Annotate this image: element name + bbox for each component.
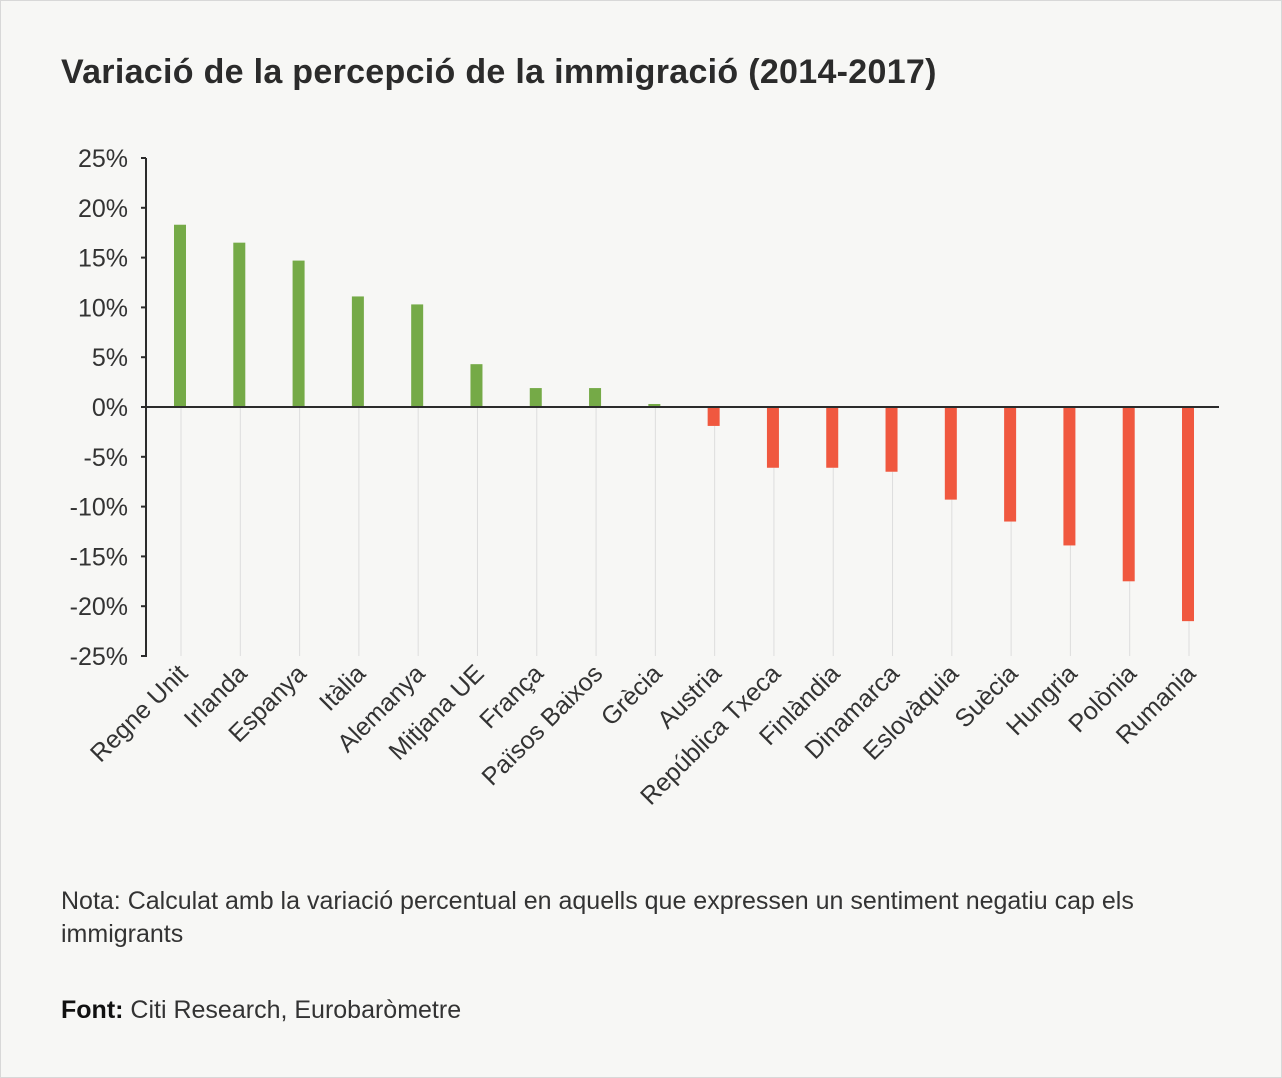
y-tick-label: -10% [70,494,128,522]
bar [648,404,661,407]
bar [174,224,186,407]
y-tick-label: 5% [92,344,128,372]
bar [826,407,839,468]
y-tick-label: 0% [92,394,128,422]
chart-note: Nota: Calculat amb la variació percentua… [61,887,1134,948]
source-text: Citi Research, Eurobaròmetre [130,996,462,1024]
y-tick-label: 15% [78,245,128,273]
x-tick-label: Regne Unit [85,659,193,767]
chart-source: Font: Citi Research, Eurobaròmetre [61,996,461,1025]
bar [766,407,779,468]
bar [1122,407,1135,582]
y-tick-label: -20% [70,593,128,621]
y-tick-label: 20% [78,195,128,223]
bar [233,242,246,407]
bar [1004,407,1017,522]
bar-chart: 25% 20% 15% 10% 5% 0% -5% -10% -15% -20% -25%Regne… [70,145,1219,811]
bar [1063,407,1076,546]
y-tick-label: 10% [78,294,128,322]
bar [529,388,542,407]
bar [707,407,720,426]
bar [470,364,483,407]
y-tick-label: -15% [70,543,128,571]
bar [292,260,305,407]
bar [944,407,957,500]
source-label: Font: [61,996,124,1024]
y-tick-label: -25% [70,643,128,671]
bar [589,388,602,407]
chart-title: Variació de la percepció de la immigraci… [61,53,937,91]
y-tick-label: 25% [78,145,128,173]
bar [885,407,898,472]
bar [1182,407,1194,622]
bar [411,304,424,407]
y-tick-label: -5% [84,444,128,472]
bar [351,296,364,407]
